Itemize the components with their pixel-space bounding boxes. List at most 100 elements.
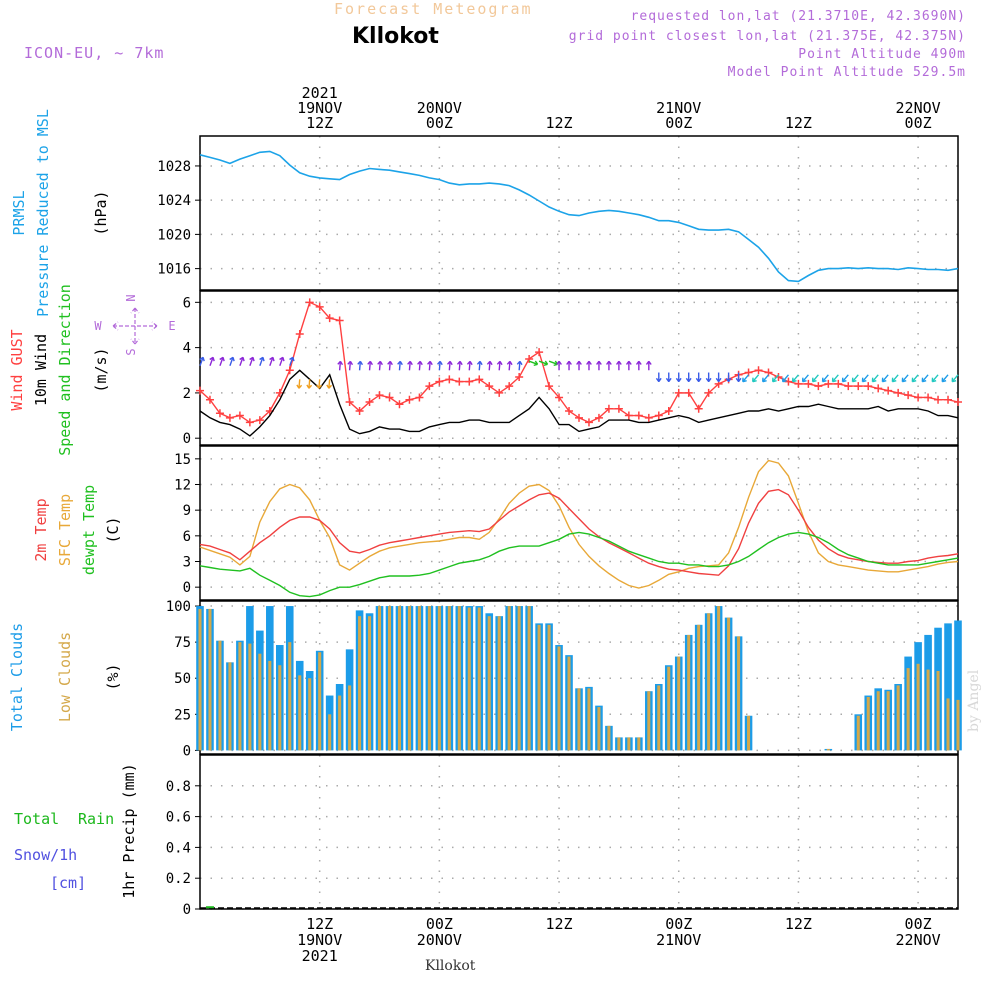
low-clouds-bar — [288, 642, 292, 751]
wind-direction-arrow — [368, 361, 372, 371]
gust-marker — [345, 397, 354, 406]
wind-direction-arrowhead — [851, 377, 857, 383]
bottom-time-label: 19NOV — [297, 931, 342, 949]
wind-direction-arrow — [782, 374, 789, 383]
low-clouds-bar — [517, 606, 521, 751]
clouds-ytick-label: 50 — [174, 671, 191, 687]
bottom-time-label: 22NOV — [896, 931, 941, 949]
low-clouds-bar — [607, 725, 611, 751]
low-clouds-bar — [597, 707, 601, 751]
wind-direction-arrowhead — [316, 384, 323, 389]
gridpoint-coords: grid point closest lon,lat (21.375E, 42.… — [568, 29, 966, 44]
gust-marker — [196, 386, 204, 395]
temp-ytick-label: 6 — [183, 529, 191, 545]
low-clouds-bar — [427, 606, 431, 751]
top-time-label: 22NOV — [896, 99, 941, 117]
top-time-label: 12Z — [546, 114, 573, 132]
low-clouds-bar — [727, 617, 731, 751]
gust-marker — [814, 382, 823, 391]
bottom-time-label: 00Z — [426, 915, 453, 933]
wind-direction-arrow — [298, 379, 301, 389]
low-clouds-bar — [387, 606, 392, 751]
wind-direction-arrow — [239, 357, 244, 366]
wind-10m-label: 10m Wind — [32, 334, 50, 406]
precip-ytick-label: 0.4 — [166, 840, 191, 856]
gust-marker — [654, 411, 663, 420]
low-clouds-bar — [617, 737, 621, 751]
wind-direction-arrowhead — [259, 356, 265, 362]
low-clouds-bar — [368, 616, 372, 751]
gust-marker — [934, 395, 943, 404]
gust-marker — [335, 316, 344, 325]
low-clouds-bar — [936, 671, 940, 751]
low-clouds-bar — [497, 616, 501, 751]
wind-direction-arrowhead — [695, 377, 702, 382]
sfc-temp-line — [199, 459, 959, 589]
low-clouds-bar — [737, 636, 741, 751]
wind-direction-arrowhead — [931, 377, 937, 383]
wind-direction-arrowhead — [556, 360, 562, 365]
wind-direction-arrow — [448, 361, 451, 371]
wind-direction-arrow — [851, 374, 859, 383]
top-time-label: 21NOV — [656, 99, 701, 117]
low-clouds-bar — [248, 643, 252, 751]
wind-direction-arrowhead — [326, 384, 333, 389]
wind-direction-arrow — [428, 361, 431, 371]
gust-marker — [834, 379, 843, 388]
low-clouds-bar — [667, 666, 671, 751]
gust-marker — [325, 314, 334, 323]
temp-ytick-label: 15 — [174, 452, 191, 468]
wind-direction-arrowhead — [655, 377, 662, 382]
bottom-time-label: 00Z — [665, 915, 692, 933]
low-clouds-bar — [956, 699, 960, 751]
wind-direction-arrowhead — [347, 360, 354, 366]
wind-direction-label: Speed and Direction — [56, 284, 74, 456]
gust-marker — [235, 411, 244, 420]
low-clouds-bar — [228, 662, 232, 751]
wind-direction-arrowhead — [367, 360, 373, 366]
wind-direction-arrow — [538, 360, 548, 365]
low-clouds-bar — [477, 607, 481, 751]
gust-marker — [295, 330, 304, 339]
temp-dewpt-label: dewpt Temp — [80, 485, 98, 575]
footer-location: Kllokot — [425, 958, 476, 974]
gust-marker — [904, 391, 913, 400]
precip-ytick-label: 0 — [183, 902, 191, 918]
wind-direction-arrowhead — [781, 377, 787, 383]
low-clouds-bar — [697, 624, 701, 751]
wind-direction-arrowhead — [427, 360, 433, 366]
gust-marker — [824, 379, 833, 388]
wind-ytick-label: 4 — [183, 341, 191, 357]
wind-direction-arrowhead — [901, 377, 907, 383]
gust-marker — [435, 377, 444, 386]
pressure-unit-label: (hPa) — [92, 190, 110, 235]
wind-direction-arrow — [229, 357, 234, 366]
temp-panel-frame — [199, 445, 959, 601]
low-clouds-bar — [567, 656, 571, 751]
wind-direction-arrow — [378, 361, 382, 371]
gust-marker — [475, 375, 484, 384]
compass-e: E — [168, 319, 175, 333]
gust-marker — [285, 366, 294, 375]
low-clouds-bar — [747, 715, 751, 751]
requested-coords: requested lon,lat (21.3710E, 42.3690N) — [630, 9, 966, 24]
low-clouds-bar — [298, 675, 302, 751]
wind-direction-arrowhead — [911, 377, 917, 383]
wind-direction-arrowhead — [417, 360, 423, 366]
top-time-label: 2021 — [302, 84, 338, 102]
wind-direction-arrow — [418, 361, 421, 371]
total-clouds-label: Total Clouds — [8, 623, 26, 731]
gust-marker — [405, 395, 414, 404]
precip-ytick-label: 0.6 — [166, 810, 191, 826]
gust-marker — [644, 413, 653, 422]
bottom-time-label: 2021 — [302, 947, 338, 965]
wind-direction-arrow — [388, 361, 391, 371]
wind-direction-arrow — [841, 374, 849, 383]
wind-direction-arrowhead — [446, 360, 453, 366]
wind-direction-arrow — [308, 379, 311, 389]
low-clouds-bar — [338, 695, 342, 751]
wind-direction-arrow — [802, 374, 809, 383]
wind-direction-arrowhead — [596, 360, 602, 365]
low-clouds-bar — [687, 634, 691, 751]
wind-direction-arrowhead — [486, 360, 493, 366]
